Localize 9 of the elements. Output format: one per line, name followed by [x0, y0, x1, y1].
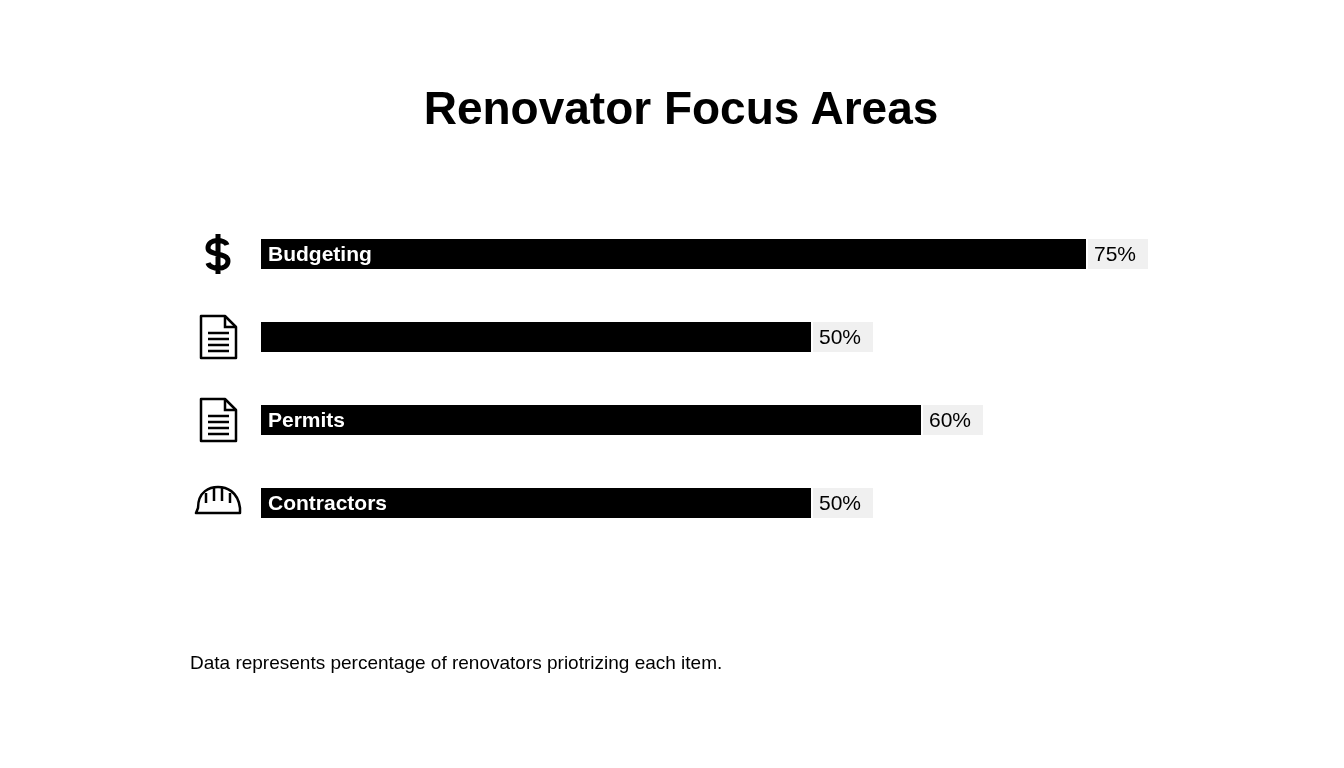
data-label: 60% [929, 408, 972, 431]
data-label: 75% [1094, 242, 1137, 265]
y-tick-label: Contractors [268, 491, 388, 514]
chart-title: Renovator Focus Areas [423, 82, 939, 134]
text: Data represents percentage of renovators priotrizing each item. [190, 652, 723, 673]
data-label: 50% [819, 491, 862, 514]
data-label: 50% [819, 325, 862, 348]
y-tick-label: Permits [268, 408, 346, 431]
y-tick-label: Budgeting [268, 242, 372, 265]
